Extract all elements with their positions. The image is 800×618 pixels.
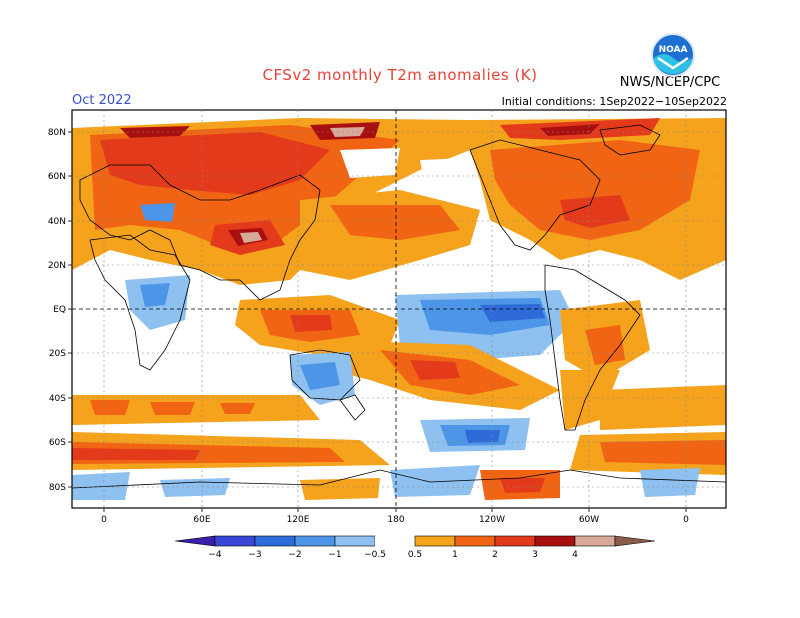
colorbar-neutral (375, 536, 415, 546)
forecast-month: Oct 2022 (72, 93, 132, 108)
colorbar-swatch (534, 535, 576, 547)
colorbar-label: −1 (328, 550, 341, 560)
noaa-logo: NOAA (651, 33, 695, 77)
noaa-logo-text: NOAA (659, 45, 688, 55)
colorbar-label: 2 (492, 550, 498, 560)
colorbar-label: 3 (532, 550, 538, 560)
lon-label: 120E (287, 515, 310, 525)
lat-label: 40S (49, 394, 66, 404)
lon-label: 0 (101, 515, 107, 525)
coastlines (72, 124, 726, 489)
longitude-labels: 0 60E 120E 180 120W 60W 0 (101, 508, 689, 525)
colorbar-swatch (494, 535, 536, 547)
lat-label: 20N (48, 261, 66, 271)
colorbar-swatch (334, 535, 376, 547)
lat-label: 80N (48, 128, 66, 138)
colorbar-label: 0.5 (408, 550, 422, 560)
initial-conditions: Initial conditions: 1Sep2022−10Sep2022 (501, 95, 727, 108)
colorbar-swatch (294, 535, 336, 547)
lat-label: 20S (49, 349, 66, 359)
colorbar-swatch (574, 535, 616, 547)
lat-label: 80S (49, 483, 66, 493)
lon-label: 180 (387, 515, 404, 525)
lat-label: 60N (48, 172, 66, 182)
colorbar-label: −4 (208, 550, 222, 560)
colorbar-swatch (254, 535, 296, 547)
colorbar-swatch (214, 535, 256, 547)
colorbar-label: 4 (572, 550, 578, 560)
lon-label: 0 (683, 515, 689, 525)
colorbar-arrow-left (174, 535, 216, 547)
agency-label: NWS/NCEP/CPC (619, 75, 721, 90)
lat-label: EQ (53, 305, 66, 315)
map-title: CFSv2 monthly T2m anomalies (K) (262, 66, 538, 84)
colorbar-label: 1 (452, 550, 458, 560)
grid (72, 110, 726, 508)
colorbar-swatch (454, 535, 496, 547)
lat-label: 40N (48, 217, 66, 227)
lat-label: 60S (49, 438, 66, 448)
lon-label: 120W (479, 515, 505, 525)
lon-label: 60E (193, 515, 210, 525)
latitude-labels: 80N 60N 40N 20N EQ 20S 40S 60S 80S (48, 128, 72, 493)
colorbar-label: −0.5 (364, 550, 386, 560)
lon-label: 60W (579, 515, 599, 525)
colorbar-arrow-right (614, 535, 656, 547)
colorbar-swatch (414, 535, 456, 547)
colorbar-label: −3 (248, 550, 261, 560)
colorbar-label: −2 (288, 550, 301, 560)
